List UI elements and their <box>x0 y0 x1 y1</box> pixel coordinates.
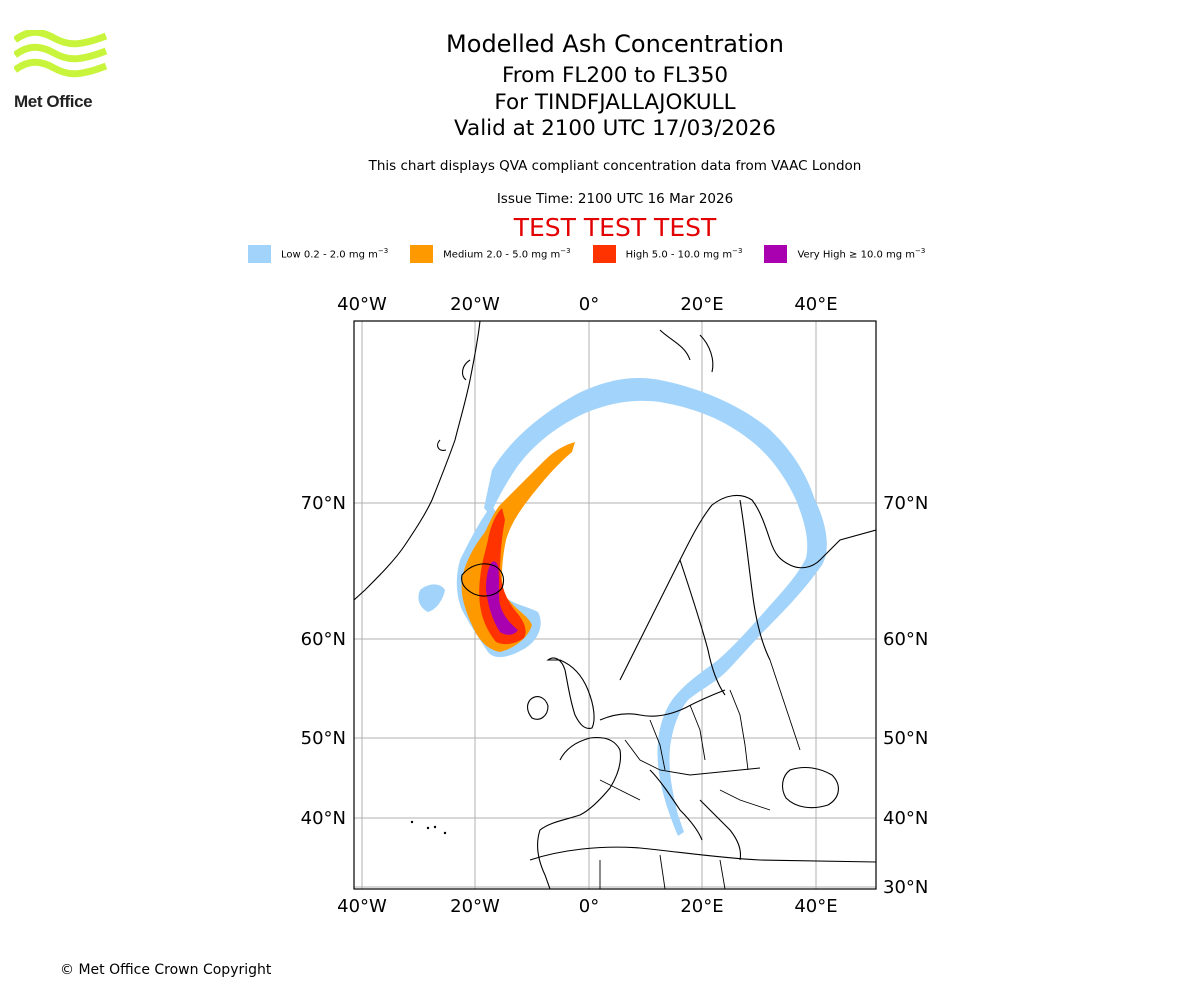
concentration-legend: Low 0.2 - 2.0 mg m−3 Medium 2.0 - 5.0 mg… <box>248 244 925 264</box>
legend-label-medium: Medium 2.0 - 5.0 mg m−3 <box>443 247 571 261</box>
met-office-waves-icon <box>12 28 108 78</box>
lat-label-right: 40°N <box>883 808 928 829</box>
lon-label-top: 20°W <box>450 294 500 315</box>
ash-very-high-concentration <box>486 561 518 635</box>
flight-levels: From FL200 to FL350 <box>501 63 729 88</box>
atlantic-islands <box>410 820 447 835</box>
lon-label-bottom: 20°W <box>450 896 500 917</box>
lat-label-left: 70°N <box>301 493 346 514</box>
legend-swatch-very-high <box>764 245 788 263</box>
legend-item-very-high: Very High ≥ 10.0 mg m−3 <box>764 245 925 263</box>
lon-label-top: 20°E <box>680 294 723 315</box>
lon-label-bottom: 40°W <box>337 896 387 917</box>
lon-label-bottom: 20°E <box>680 896 723 917</box>
legend-item-medium: Medium 2.0 - 5.0 mg m−3 <box>410 245 571 263</box>
legend-label-high: High 5.0 - 10.0 mg m−3 <box>625 247 743 261</box>
lat-label-left: 60°N <box>301 629 346 650</box>
met-office-logo-text: Met Office <box>14 92 93 111</box>
legend-swatch-medium <box>410 245 434 263</box>
lon-label-top: 0° <box>579 294 599 315</box>
lat-label-right: 50°N <box>883 728 928 749</box>
legend-label-low: Low 0.2 - 2.0 mg m−3 <box>281 247 389 261</box>
longitude-labels-bottom: 40°W 20°W 0° 20°E 40°E <box>337 896 837 917</box>
legend-item-high: High 5.0 - 10.0 mg m−3 <box>592 245 743 263</box>
lat-label-right: 70°N <box>883 493 928 514</box>
lat-label-right: 60°N <box>883 629 928 650</box>
latitude-labels-right: 70°N 60°N 50°N 40°N 30°N <box>883 493 928 898</box>
map-gridlines <box>354 321 876 889</box>
legend-item-low: Low 0.2 - 2.0 mg m−3 <box>248 245 388 263</box>
lat-label-left: 40°N <box>301 808 346 829</box>
legend-label-very-high: Very High ≥ 10.0 mg m−3 <box>797 247 926 261</box>
met-office-logo: Met Office <box>12 28 108 112</box>
lon-label-bottom: 40°E <box>794 896 837 917</box>
valid-time: Valid at 2100 UTC 17/03/2026 <box>453 116 776 141</box>
map-frame <box>353 320 877 890</box>
chart-title: Modelled Ash Concentration <box>446 30 784 58</box>
issue-time: Issue Time: 2100 UTC 16 Mar 2026 <box>496 191 734 207</box>
legend-swatch-high <box>592 245 616 263</box>
latitude-labels-left: 70°N 60°N 50°N 40°N <box>301 493 346 829</box>
lon-label-top: 40°W <box>337 294 387 315</box>
test-banner: TEST TEST TEST <box>513 213 717 242</box>
legend-swatch-low <box>248 245 271 263</box>
coastlines <box>354 321 876 889</box>
chart-description: This chart displays QVA compliant concen… <box>368 158 862 174</box>
lon-label-top: 40°E <box>794 294 837 315</box>
lat-label-right: 30°N <box>883 877 928 898</box>
copyright-notice: © Met Office Crown Copyright <box>60 962 272 978</box>
longitude-labels-top: 40°W 20°W 0° 20°E 40°E <box>337 294 837 315</box>
country-borders <box>599 659 801 889</box>
volcano-name: For TINDFJALLAJOKULL <box>494 90 736 115</box>
lat-label-left: 50°N <box>301 728 346 749</box>
lon-label-bottom: 0° <box>579 896 599 917</box>
